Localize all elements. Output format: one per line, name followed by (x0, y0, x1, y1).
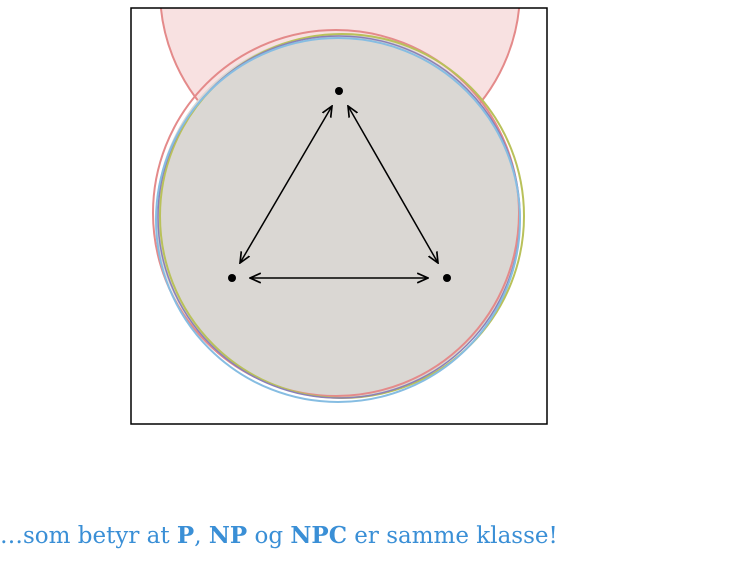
venn-circles (152, 8, 525, 403)
caption-text: …som betyr at P, NP og NPC er samme klas… (0, 524, 731, 548)
class-p-label: P (176, 522, 195, 549)
diagram-frame (130, 7, 548, 425)
caption-sep-1: , (194, 523, 209, 549)
node-top (335, 87, 343, 95)
node-right (443, 274, 451, 282)
caption-sep-2: og (247, 523, 291, 549)
nodes (228, 87, 451, 282)
class-npc-label: NPC (290, 522, 347, 549)
caption-suffix: er samme klasse! (347, 523, 558, 549)
arrow-top-right (348, 106, 438, 263)
caption-prefix: …som betyr at (0, 523, 177, 549)
blue-circle (155, 37, 521, 403)
arrow-top-left (240, 106, 332, 263)
class-np-label: NP (208, 522, 248, 549)
reduction-arrows (240, 106, 438, 278)
node-left (228, 274, 236, 282)
